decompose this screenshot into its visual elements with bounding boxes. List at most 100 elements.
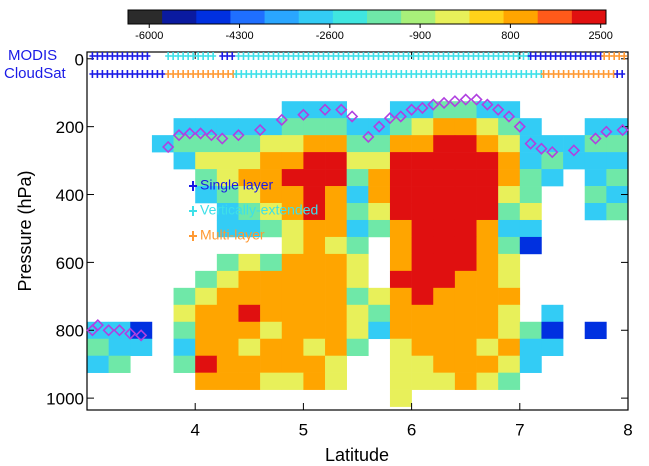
heat-cell xyxy=(454,186,477,204)
heat-cell xyxy=(346,118,369,136)
heat-cell xyxy=(411,203,434,221)
heat-cell xyxy=(498,169,521,187)
heat-cell xyxy=(454,321,477,340)
heat-cell xyxy=(476,152,499,170)
heat-cell xyxy=(303,355,326,373)
heat-cell xyxy=(281,236,304,255)
heat-cell xyxy=(433,101,456,119)
heat-cell xyxy=(173,321,196,340)
heat-cell xyxy=(346,135,369,153)
heat-cell xyxy=(325,372,347,390)
cloud-top-marker xyxy=(102,324,115,337)
heat-cell xyxy=(498,219,521,238)
heat-cell xyxy=(303,152,326,170)
heat-cell xyxy=(389,355,412,373)
heat-cell xyxy=(303,203,326,221)
heat-cell xyxy=(498,135,521,153)
heat-cell xyxy=(130,338,153,357)
heat-cell xyxy=(368,118,391,136)
heat-cell xyxy=(563,135,586,153)
colorbar-swatch xyxy=(162,10,197,24)
heat-cell xyxy=(325,338,347,357)
heat-cell xyxy=(216,287,239,306)
heat-cell xyxy=(454,270,477,289)
heat-cell xyxy=(260,372,283,390)
heat-cell xyxy=(389,321,412,340)
heat-cell xyxy=(281,338,304,357)
heat-cell xyxy=(303,118,326,136)
heat-cell xyxy=(433,219,456,238)
colorbar-swatch xyxy=(469,10,505,24)
cloud-top-marker xyxy=(172,129,186,142)
cloud-top-marker xyxy=(535,142,548,155)
cloud-top-marker xyxy=(113,324,126,337)
cloud-top-marker xyxy=(362,130,375,143)
heat-cell xyxy=(325,186,347,204)
heat-cell xyxy=(454,287,477,306)
cloud-top-marker xyxy=(437,96,451,110)
heat-cell xyxy=(325,236,347,255)
heat-cell xyxy=(195,270,218,289)
heat-cell xyxy=(476,135,499,153)
heat-cell xyxy=(606,135,629,153)
heat-cell xyxy=(454,118,477,136)
cloud-top-marker xyxy=(567,144,581,157)
cloud-top-marker xyxy=(194,127,207,140)
heat-cell xyxy=(346,321,369,340)
heat-cell xyxy=(303,270,326,289)
legend-marker xyxy=(189,231,197,241)
heat-cell xyxy=(454,372,477,390)
heat-cell xyxy=(108,355,131,373)
heatmap xyxy=(87,101,629,407)
heat-cell xyxy=(108,321,131,340)
y-axis-title: Pressure (hPa) xyxy=(15,170,35,291)
colorbar-swatch xyxy=(230,10,266,24)
heat-cell xyxy=(260,304,283,323)
colorbar-swatch xyxy=(298,10,334,24)
heat-cell xyxy=(303,304,326,323)
heat-cell xyxy=(606,152,629,170)
heat-cell xyxy=(411,253,434,272)
heat-cell xyxy=(584,186,607,204)
colorbar-tick-label: -4300 xyxy=(225,30,253,42)
cloud-top-marker xyxy=(216,132,229,145)
heat-cell xyxy=(216,169,239,187)
plus-marker xyxy=(619,70,626,78)
cloud-top-marker xyxy=(373,120,386,133)
heat-cell xyxy=(476,338,499,357)
heat-cell xyxy=(238,355,261,373)
heat-cell xyxy=(411,169,434,187)
heat-cell xyxy=(346,253,369,272)
cloud-top-marker xyxy=(589,132,602,145)
heat-cell xyxy=(476,287,499,306)
cloud-top-marker xyxy=(405,103,418,116)
heat-cell xyxy=(584,203,607,221)
heat-cell xyxy=(238,270,261,289)
heat-cell xyxy=(519,118,542,136)
heat-cell xyxy=(346,270,369,289)
heat-cell xyxy=(346,236,369,255)
heat-cell xyxy=(498,270,521,289)
heat-cell xyxy=(303,287,326,306)
heat-cell xyxy=(563,152,586,170)
cloud-top-marker xyxy=(162,140,175,154)
heat-cell xyxy=(195,152,218,170)
cloud-top-marker xyxy=(448,95,462,108)
heat-cell xyxy=(238,219,261,238)
cloud-top-marker xyxy=(232,129,245,142)
heat-cell xyxy=(325,152,347,170)
heat-cell xyxy=(476,355,499,373)
heat-cell xyxy=(216,219,239,238)
cloud-top-marker xyxy=(616,123,629,137)
plus-marker xyxy=(144,52,151,60)
x-tick-label: 7 xyxy=(515,420,524,439)
heat-cell xyxy=(541,169,564,187)
heat-cell xyxy=(325,253,347,272)
x-tick-label: 5 xyxy=(299,420,308,439)
heat-cell xyxy=(606,169,629,187)
heat-cell xyxy=(325,219,347,238)
heat-cell xyxy=(476,186,499,204)
y-tick-label: 200 xyxy=(56,118,84,137)
heat-cell xyxy=(281,169,304,187)
